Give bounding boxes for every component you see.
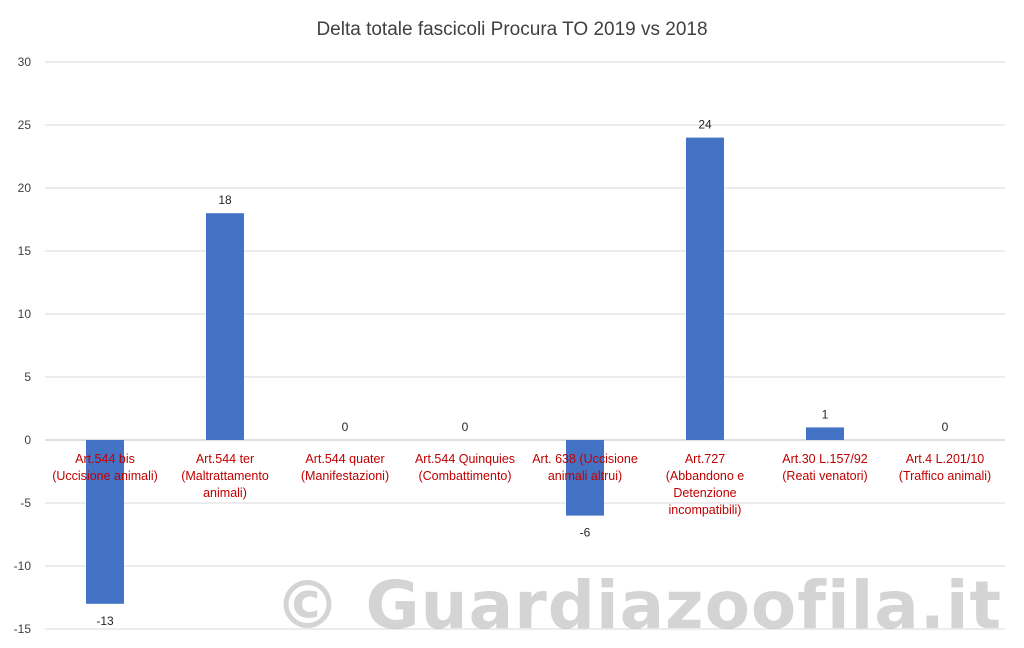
data-label: 0 xyxy=(462,420,469,434)
category-label-line: animali) xyxy=(203,486,247,500)
category-label: Art.544 bis (Uccisione animali) xyxy=(47,451,163,485)
y-tick-label: 10 xyxy=(18,307,32,321)
category-label-line: Art.4 L.201/10 xyxy=(905,452,985,466)
category-label-line: Art.544 quater xyxy=(305,452,385,466)
gridlines xyxy=(45,61,1005,630)
data-label: 24 xyxy=(698,118,712,132)
category-label-line: Art.727 xyxy=(684,452,726,466)
y-axis-ticks: 30 25 20 15 10 5 0 -5 -10 -15 xyxy=(14,55,32,636)
y-tick-label: -15 xyxy=(14,622,32,636)
category-label-line: animali altrui) xyxy=(547,469,623,483)
category-label: Art.544 Quinquies (Combattimento) xyxy=(407,451,523,485)
watermark: © Guardiazoofila.it xyxy=(274,567,1002,644)
y-tick-label: 15 xyxy=(18,244,32,258)
bar xyxy=(206,213,244,440)
category-label-line: Art.30 L.157/92 xyxy=(782,452,868,466)
category-label-line: Detenzione xyxy=(673,486,737,500)
category-label-line: Art.544 Quinquies xyxy=(414,452,516,466)
category-label: Art. 638 (Uccisione animali altrui) xyxy=(527,451,643,485)
bar xyxy=(686,137,724,440)
y-tick-label: 20 xyxy=(18,181,32,195)
y-tick-label: 5 xyxy=(24,370,31,384)
category-label-line: (Manifestazioni) xyxy=(300,469,390,483)
y-tick-label: -10 xyxy=(14,559,32,573)
category-label: Art.544 quater (Manifestazioni) xyxy=(287,451,403,485)
category-label: Art.727 (Abbandono e Detenzione incompatibi… xyxy=(647,451,763,519)
chart-title: Delta totale fascicoli Procura TO 2019 v… xyxy=(316,19,707,40)
data-label: 1 xyxy=(822,407,829,421)
bar xyxy=(86,440,124,604)
category-label: Art.30 L.157/92 (Reati venatori) xyxy=(767,451,883,485)
category-label-line: Art. 638 (Uccisione xyxy=(532,452,638,466)
bar xyxy=(566,440,604,516)
y-tick-label: 25 xyxy=(18,118,32,132)
bar xyxy=(806,427,844,440)
category-label-line: Art.544 ter xyxy=(195,452,255,466)
category-label-line: Art.544 bis xyxy=(75,452,135,466)
data-label: 0 xyxy=(342,420,349,434)
data-label: 18 xyxy=(218,193,232,207)
category-label-line: (Abbandono e xyxy=(665,469,745,483)
category-label-line: (Maltrattamento xyxy=(181,469,269,483)
category-label-line: incompatibili) xyxy=(668,503,742,517)
category-label-line: (Uccisione animali) xyxy=(52,469,158,483)
data-labels: -13 18 0 0 -6 24 1 0 xyxy=(96,118,948,628)
data-label: -13 xyxy=(96,614,114,628)
bars xyxy=(86,137,844,604)
category-label: Art.4 L.201/10 (Traffico animali) xyxy=(887,451,1003,485)
category-label: Art.544 ter (Maltrattamento animali) xyxy=(167,451,283,502)
y-tick-label: 0 xyxy=(24,433,31,447)
data-label: 0 xyxy=(942,420,949,434)
category-label-line: (Combattimento) xyxy=(418,469,512,483)
category-label-line: (Traffico animali) xyxy=(898,469,992,483)
y-tick-label: -5 xyxy=(20,496,31,510)
data-label: -6 xyxy=(580,526,591,540)
category-label-line: (Reati venatori) xyxy=(782,469,868,483)
y-tick-label: 30 xyxy=(18,55,32,69)
